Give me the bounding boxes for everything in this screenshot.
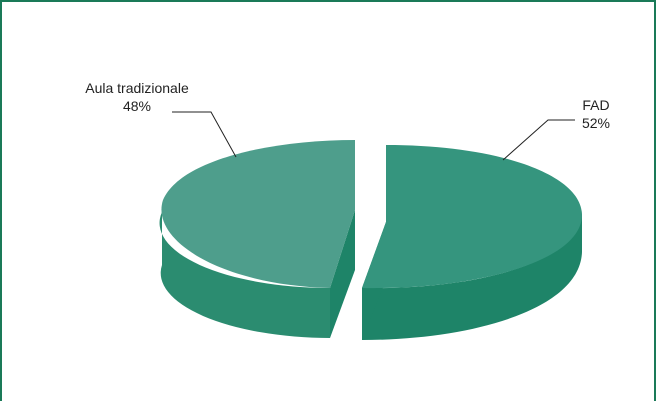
label-fad-percent: 52% xyxy=(582,115,610,131)
label-fad-name: FAD xyxy=(582,97,609,113)
slice-side-aula-tradizionale xyxy=(159,212,330,338)
slice-top-aula-tradizionale xyxy=(161,140,355,288)
leader-line-fad xyxy=(502,119,575,161)
label-aula-tradizionale-name: Aula tradizionale xyxy=(85,80,189,96)
label-aula-tradizionale-percent: 48% xyxy=(123,98,151,114)
slice-top-fad xyxy=(362,145,582,289)
slice-side-fad xyxy=(362,210,582,340)
slice-side-aula-cut xyxy=(330,210,355,338)
leader-line-aula-tradizionale xyxy=(172,111,237,158)
